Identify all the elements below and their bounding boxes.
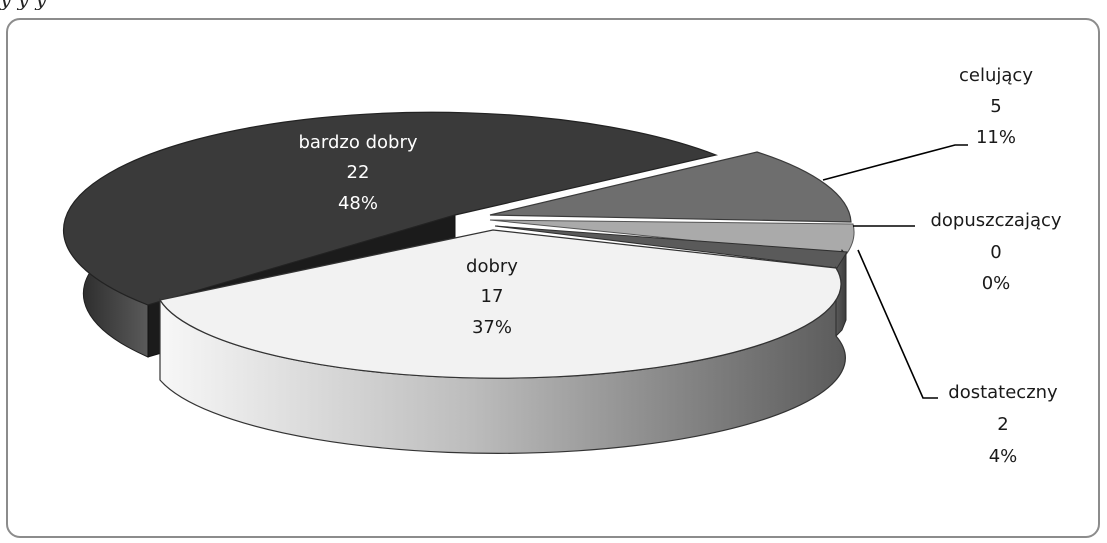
label-dopuszczajacy-count: 0 <box>990 242 1001 263</box>
label-dopuszczajacy-percent: 0% <box>982 273 1011 294</box>
slice-dostateczny-top <box>494 225 848 269</box>
label-dostateczny-percent: 4% <box>989 446 1018 467</box>
label-dopuszczajacy: dopuszczający 0 0% <box>930 210 1061 294</box>
label-dobry-name: dobry <box>466 256 518 277</box>
slice-dobry-top <box>159 229 842 379</box>
label-dobry: dobry 17 37% <box>466 256 518 338</box>
slice-bardzo-dobry-top <box>62 111 719 306</box>
label-bardzo-dobry: bardzo dobry 22 48% <box>298 132 417 214</box>
label-bardzo-dobry-count: 22 <box>347 162 370 183</box>
label-dostateczny-name: dostateczny <box>948 382 1058 403</box>
slice-celujacy <box>489 151 852 223</box>
label-celujacy: celujący 5 11% <box>959 65 1033 148</box>
label-bardzo-dobry-percent: 48% <box>338 193 378 214</box>
label-dostateczny-count: 2 <box>997 414 1008 435</box>
cropped-caption: y y y <box>0 0 700 10</box>
leader-line-celujacy <box>822 144 968 181</box>
label-dopuszczajacy-name: dopuszczający <box>930 210 1061 231</box>
label-celujacy-name: celujący <box>959 65 1033 86</box>
label-dobry-percent: 37% <box>472 317 512 338</box>
cropped-caption-text: y y y <box>0 0 47 10</box>
slice-dobry <box>159 229 846 454</box>
label-celujacy-count: 5 <box>990 96 1001 117</box>
label-celujacy-percent: 11% <box>976 127 1016 148</box>
label-dostateczny: dostateczny 2 4% <box>948 382 1058 467</box>
label-bardzo-dobry-name: bardzo dobry <box>298 132 417 153</box>
leader-line-dostateczny <box>857 249 938 399</box>
label-dobry-count: 17 <box>481 286 504 307</box>
slice-celujacy-top <box>489 151 852 223</box>
